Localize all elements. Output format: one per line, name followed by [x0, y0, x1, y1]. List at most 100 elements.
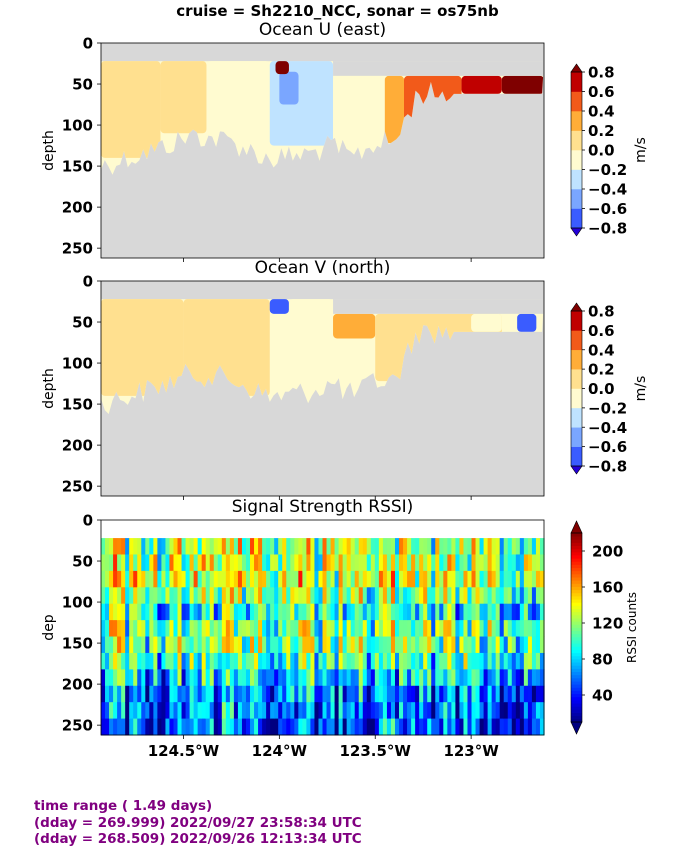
rssi-cell [370, 570, 376, 588]
rssi-cell [378, 718, 384, 736]
y-tick-label: 50 [72, 553, 93, 571]
rssi-cell [165, 554, 171, 572]
rssi-cell [407, 554, 412, 572]
rssi-cell [250, 620, 255, 638]
colorbar-frame [570, 71, 583, 229]
rssi-cell [471, 603, 477, 621]
rssi-cell [459, 603, 465, 621]
colorbar-band [571, 665, 582, 669]
rssi-cell [197, 685, 203, 703]
rssi-cell [487, 603, 493, 621]
rssi-cell [274, 669, 279, 687]
rssi-cell [181, 669, 187, 687]
rssi-cell [193, 620, 199, 638]
rssi-cell [354, 636, 360, 654]
rssi-cell [407, 652, 412, 670]
rssi-cell [435, 587, 440, 605]
rssi-cell [463, 702, 469, 720]
colorbar-tick-label: −0.6 [588, 438, 627, 456]
rssi-cell [161, 603, 167, 621]
rssi-cell [205, 538, 211, 555]
rssi-cell [294, 620, 299, 638]
rssi-cell [503, 538, 509, 555]
rssi-cell [370, 620, 376, 638]
rssi-cell [105, 669, 110, 687]
rssi-cell [334, 669, 340, 687]
rssi-cell [189, 636, 195, 654]
rssi-cell [149, 702, 154, 720]
rssi-cell [374, 702, 380, 720]
rssi-cell [262, 669, 267, 687]
rssi-cell [129, 669, 134, 687]
rssi-cell [270, 603, 275, 621]
colorbar-tick-label: 0.0 [588, 380, 615, 398]
colorbar-band [571, 608, 582, 613]
rssi-cell [539, 669, 545, 687]
rssi-cell [495, 718, 501, 736]
rssi-cell [173, 620, 179, 638]
rssi-cell [487, 570, 493, 588]
rssi-cell [101, 570, 106, 588]
rssi-cell [322, 685, 328, 703]
rssi-cell [125, 718, 130, 736]
rssi-cell [113, 554, 118, 572]
rssi-cell [113, 669, 118, 687]
rssi-cell [189, 587, 195, 605]
rssi-cell [141, 587, 146, 605]
rssi-cell [129, 652, 134, 670]
rssi-cell [274, 636, 279, 654]
rssi-cell [487, 718, 493, 736]
rssi-cell [415, 652, 420, 670]
rssi-cell [499, 570, 505, 588]
velocity-patch [206, 61, 270, 158]
colorbar-band [571, 715, 582, 720]
rssi-cell [274, 554, 279, 572]
rssi-cell [121, 652, 126, 670]
rssi-cell [294, 669, 299, 687]
y-tick-label: 100 [62, 117, 93, 135]
rssi-cell [185, 652, 191, 670]
rssi-cell [121, 685, 126, 703]
rssi-cell [394, 636, 400, 654]
x-tick-label: 123°W [443, 742, 499, 760]
rssi-cell [229, 718, 235, 736]
rssi-cell [411, 669, 416, 687]
rssi-cell [354, 554, 360, 572]
rssi-cell [201, 685, 207, 703]
rssi-cell [302, 603, 307, 621]
rssi-cell [386, 702, 392, 720]
rssi-cell [407, 718, 412, 736]
rssi-cell [270, 587, 275, 605]
rssi-cell [411, 702, 416, 720]
rssi-cell [193, 669, 199, 687]
rssi-cell [262, 636, 267, 654]
rssi-cell [386, 603, 392, 621]
rssi-cell [225, 636, 231, 654]
rssi-cell [121, 702, 126, 720]
rssi-cell [467, 669, 473, 687]
rssi-cell [117, 620, 122, 638]
rssi-cell [286, 570, 291, 588]
rssi-cell [157, 587, 163, 605]
rssi-cell [205, 620, 211, 638]
rssi-cell [270, 636, 275, 654]
rssi-cell [157, 636, 163, 654]
rssi-cell [415, 538, 420, 555]
rssi-cell [447, 620, 452, 638]
rssi-cell [165, 603, 171, 621]
rssi-cell [342, 538, 348, 555]
rssi-cell [503, 685, 509, 703]
rssi-cell [133, 554, 138, 572]
rssi-cell [306, 669, 312, 687]
rssi-cell [294, 702, 299, 720]
rssi-cell [394, 620, 400, 638]
rssi-cell [177, 620, 183, 638]
rssi-cell [266, 685, 271, 703]
rssi-cell [177, 669, 183, 687]
rssi-cell [165, 702, 171, 720]
rssi-cell [137, 652, 142, 670]
rssi-cell [133, 620, 138, 638]
rssi-cell [302, 669, 307, 687]
rssi-cell [141, 636, 146, 654]
rssi-cell [258, 669, 263, 687]
